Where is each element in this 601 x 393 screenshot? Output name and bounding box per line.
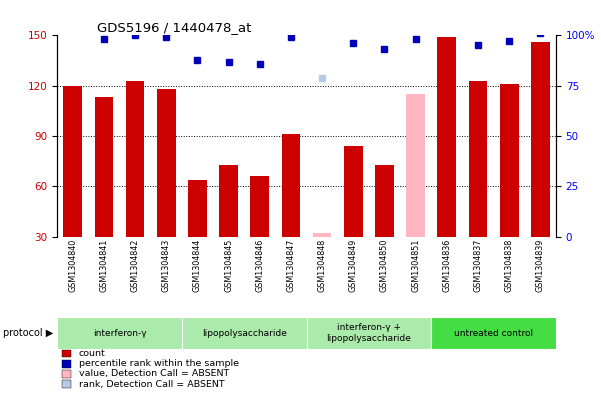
Bar [62,380,71,387]
Bar [500,84,519,237]
Text: GSM1304841: GSM1304841 [99,239,108,292]
Text: interferon-γ: interferon-γ [93,329,146,338]
Text: GSM1304840: GSM1304840 [68,239,77,292]
Text: rank, Detection Call = ABSENT: rank, Detection Call = ABSENT [79,380,224,389]
Bar [406,94,425,237]
Bar [469,81,487,237]
Bar [126,81,144,237]
Bar [94,97,113,237]
Bar [375,165,394,237]
Bar [62,350,71,358]
Bar [531,42,550,237]
Text: GSM1304838: GSM1304838 [505,239,514,292]
Text: GSM1304850: GSM1304850 [380,239,389,292]
Text: GSM1304837: GSM1304837 [474,239,483,292]
Text: GSM1304843: GSM1304843 [162,239,171,292]
Bar [307,318,432,349]
Text: GSM1304848: GSM1304848 [317,239,326,292]
Text: GSM1304844: GSM1304844 [193,239,202,292]
Bar [282,134,300,237]
Bar [182,318,307,349]
Bar [62,360,71,367]
Text: GSM1304846: GSM1304846 [255,239,264,292]
Bar [63,86,82,237]
Bar [344,146,362,237]
Bar [157,89,175,237]
Text: percentile rank within the sample: percentile rank within the sample [79,359,239,368]
Text: GDS5196 / 1440478_at: GDS5196 / 1440478_at [97,21,251,34]
Text: value, Detection Call = ABSENT: value, Detection Call = ABSENT [79,369,229,378]
Text: GSM1304842: GSM1304842 [130,239,139,292]
Bar [57,318,182,349]
Bar [188,180,207,237]
Text: GSM1304836: GSM1304836 [442,239,451,292]
Bar [251,176,269,237]
Text: GSM1304851: GSM1304851 [411,239,420,292]
Text: count: count [79,349,105,358]
Text: untreated control: untreated control [454,329,533,338]
Bar [432,318,556,349]
Bar [313,233,332,237]
Text: GSM1304845: GSM1304845 [224,239,233,292]
Text: GSM1304849: GSM1304849 [349,239,358,292]
Bar [219,165,238,237]
Bar [438,37,456,237]
Text: GSM1304839: GSM1304839 [536,239,545,292]
Text: interferon-γ +
lipopolysaccharide: interferon-γ + lipopolysaccharide [326,323,411,343]
Text: GSM1304847: GSM1304847 [287,239,296,292]
Text: protocol ▶: protocol ▶ [3,328,53,338]
Bar [62,370,71,378]
Text: lipopolysaccharide: lipopolysaccharide [202,329,287,338]
